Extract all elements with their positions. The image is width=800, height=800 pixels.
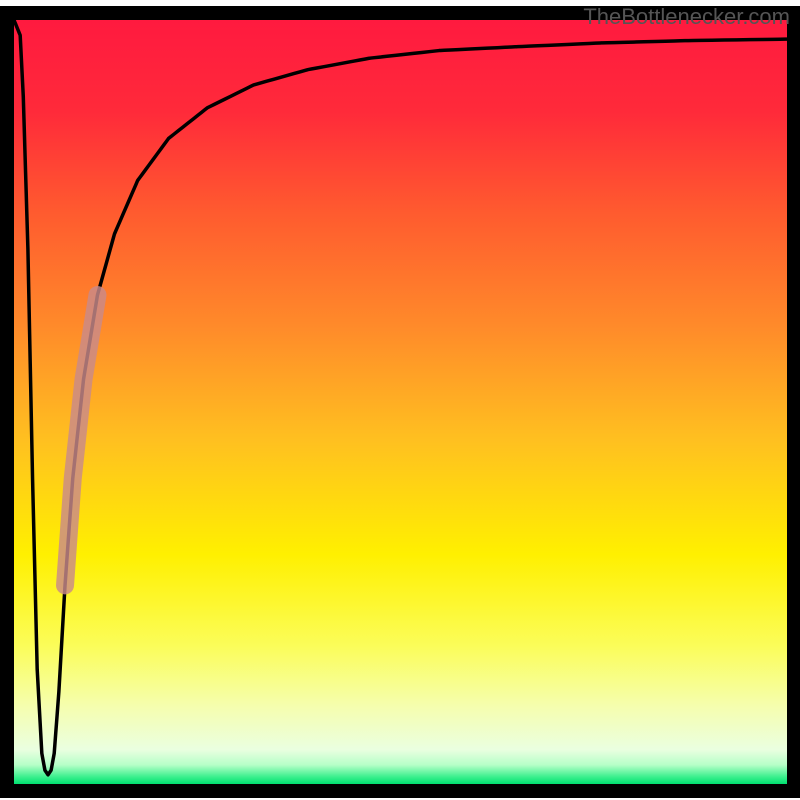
attribution-text: TheBottlenecker.com	[583, 4, 790, 30]
plot-background	[14, 20, 787, 784]
bottleneck-curve-chart	[0, 0, 800, 800]
chart-container: TheBottlenecker.com	[0, 0, 800, 800]
